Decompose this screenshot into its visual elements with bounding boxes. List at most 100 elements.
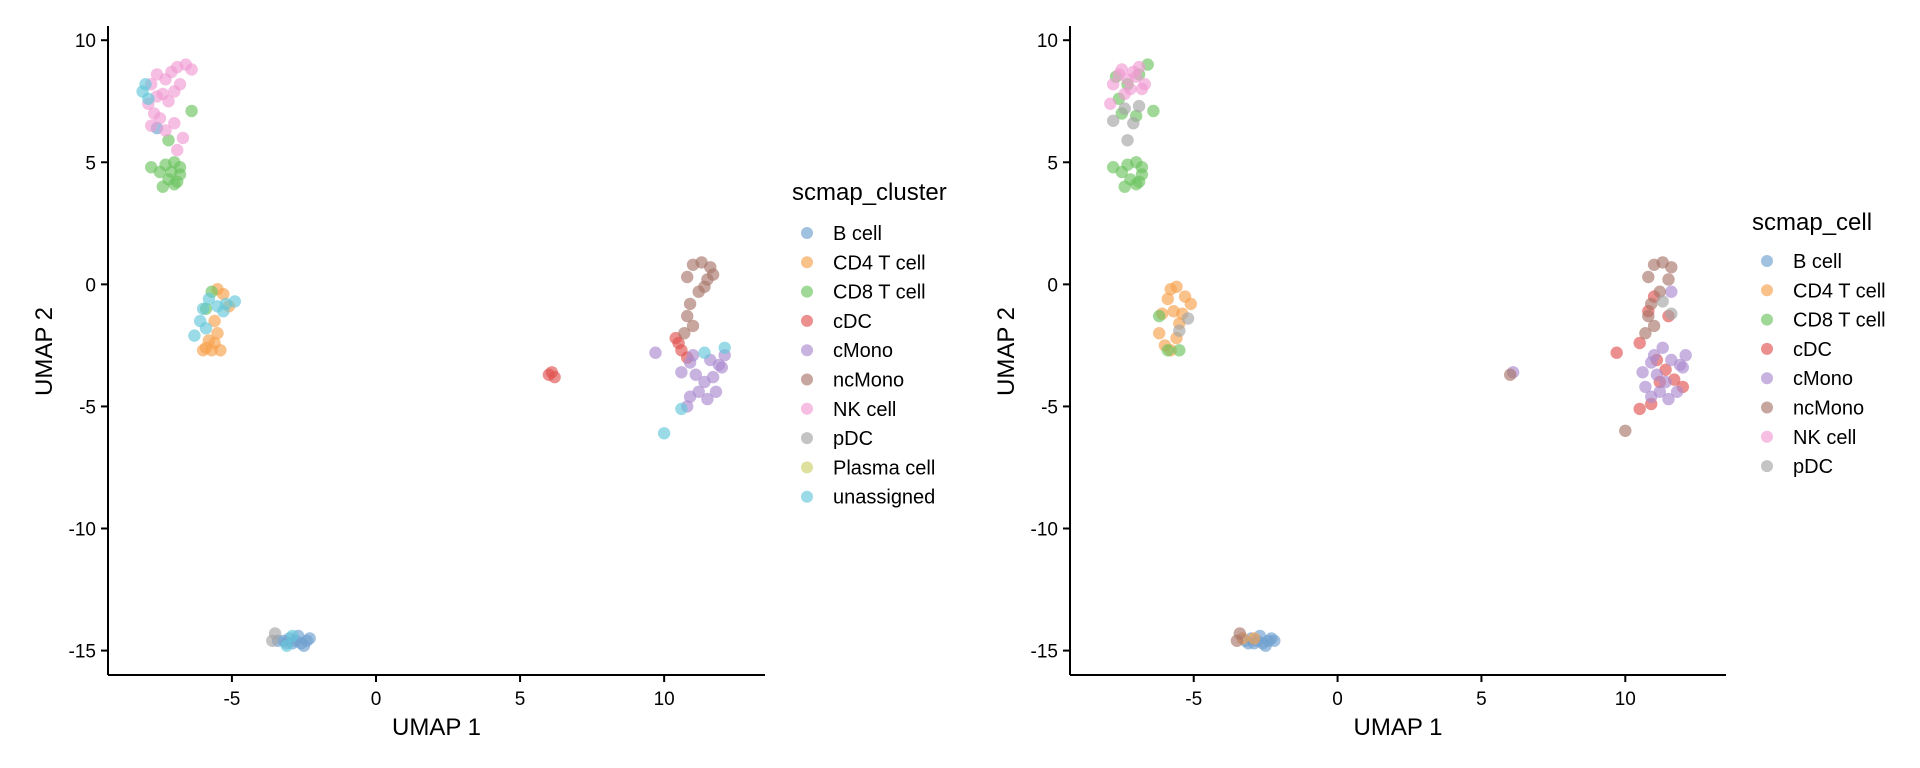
data-point: [686, 319, 700, 333]
data-point: [1132, 175, 1146, 188]
data-point: [1679, 349, 1692, 362]
y-tick-label: -5: [79, 397, 96, 418]
points-layer: [1104, 58, 1692, 652]
data-point: [211, 327, 224, 340]
legend-label: cDC: [1793, 339, 1832, 361]
data-point: [1665, 353, 1678, 367]
legend-key: [1761, 460, 1773, 473]
data-point: [196, 302, 210, 315]
x-tick-label: 5: [515, 689, 526, 710]
legend-key: [1761, 430, 1773, 443]
data-point: [1184, 297, 1198, 311]
data-point: [1127, 117, 1140, 130]
points-layer: [136, 58, 731, 652]
data-point: [1645, 297, 1658, 311]
data-point: [202, 334, 216, 347]
data-point: [1161, 344, 1175, 357]
data-point: [1147, 104, 1160, 118]
data-point: [675, 366, 688, 379]
data-point: [1636, 366, 1649, 379]
data-point: [675, 402, 688, 416]
data-point: [171, 175, 184, 188]
data-point: [1153, 327, 1166, 340]
data-point: [214, 344, 227, 357]
legend-label: B cell: [833, 223, 882, 245]
data-point: [171, 143, 184, 157]
y-tick-label: 0: [1047, 275, 1058, 296]
legend-label: ncMono: [1793, 398, 1864, 420]
series-nk-cell: [1104, 60, 1152, 110]
x-axis-title: UMAP 1: [1354, 714, 1443, 741]
x-tick-label: 0: [1332, 689, 1343, 710]
data-point: [168, 117, 181, 130]
legend-key: [801, 256, 813, 269]
data-point: [1130, 70, 1143, 84]
legend-key: [801, 285, 813, 298]
legend-key: [1761, 255, 1773, 267]
legend-key: [801, 344, 813, 357]
data-point: [1642, 309, 1655, 323]
data-point: [706, 268, 720, 281]
data-point: [266, 634, 279, 647]
data-point: [548, 370, 561, 384]
legend-key: [801, 373, 813, 386]
legend-label: CD4 T cell: [833, 252, 926, 274]
legend-key: [1761, 284, 1773, 297]
panel-1: -5 0 5 10 -15 -10 -5 0 5 10 UMAP 1 UMAP 2 scmap_clus…: [31, 26, 947, 741]
x-tick-label: 10: [1615, 689, 1636, 710]
data-point: [1656, 295, 1669, 308]
data-point: [1173, 324, 1186, 337]
data-point: [1233, 627, 1247, 640]
data-point: [196, 344, 210, 357]
data-point: [715, 361, 728, 374]
legend: scmap_cell B cell CD4 T cell CD8 T cell cDC c…: [1752, 209, 1886, 478]
legend: scmap_cluster B cell CD4 T cell CD8 T cell c…: [792, 179, 947, 509]
x-tick-label: -5: [1185, 689, 1202, 710]
series-cd4-t-cell: [1153, 280, 1261, 645]
legend-label: cMono: [1793, 368, 1853, 390]
legend-key: [801, 490, 813, 503]
series-b-cell: [150, 121, 316, 652]
y-tick-label: 10: [75, 31, 96, 52]
data-point: [280, 639, 293, 652]
data-point: [1104, 97, 1117, 110]
data-point: [286, 629, 299, 643]
data-point: [678, 327, 691, 340]
data-point: [176, 131, 190, 145]
data-point: [217, 287, 230, 301]
y-tick-label: 5: [85, 153, 96, 174]
legend-key: [1761, 372, 1773, 385]
data-point: [1633, 402, 1646, 416]
data-point: [1107, 78, 1120, 91]
data-point: [208, 314, 221, 328]
data-point: [701, 392, 714, 406]
legend-key: [801, 314, 813, 327]
x-axis-title: UMAP 1: [392, 714, 481, 741]
legend-label: cDC: [833, 311, 872, 333]
data-point: [706, 370, 720, 384]
y-tick-label: -15: [69, 642, 96, 663]
legend-title: scmap_cell: [1752, 209, 1872, 236]
series-pdc: [266, 627, 282, 647]
data-point: [1135, 82, 1149, 96]
data-point: [1132, 60, 1146, 74]
data-point: [1268, 634, 1281, 647]
y-axis-title: UMAP 2: [993, 307, 1020, 396]
data-point: [686, 349, 700, 362]
series-ncmono: [1230, 256, 1678, 647]
data-point: [681, 309, 694, 323]
data-point: [173, 78, 187, 91]
y-tick-label: 0: [85, 275, 96, 296]
data-point: [1107, 114, 1120, 128]
data-point: [1647, 349, 1661, 362]
data-point: [162, 134, 175, 147]
data-point: [1181, 312, 1195, 325]
data-point: [1153, 309, 1166, 323]
y-tick-label: -10: [1031, 520, 1058, 541]
legend-label: NK cell: [833, 399, 896, 421]
data-point: [657, 427, 671, 440]
legend-key: [801, 402, 813, 415]
data-point: [1676, 361, 1690, 374]
data-point: [1659, 375, 1672, 389]
